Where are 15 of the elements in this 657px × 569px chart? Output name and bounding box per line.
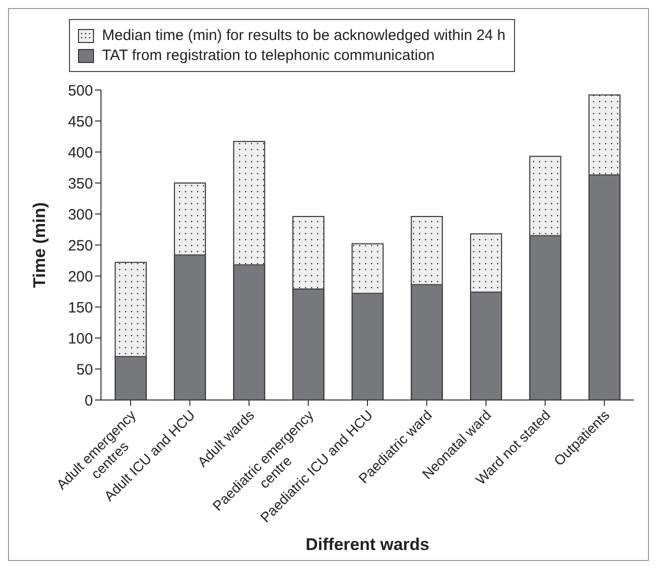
y-tick-label: 400	[68, 144, 93, 162]
y-axis-title: Time (min)	[30, 202, 50, 288]
y-tick-label: 0	[84, 392, 93, 410]
y-tick-label: 250	[68, 237, 93, 254]
x-axis-title: Different wards	[306, 535, 430, 554]
y-tick-label: 200	[68, 268, 93, 286]
y-tick-label: 100	[68, 330, 93, 348]
y-tick-label: 450	[68, 113, 93, 130]
legend-label: Median time (min) for results to be acknowledged within 24 h	[102, 27, 506, 44]
y-tick-label: 150	[68, 299, 93, 316]
y-tick-label: 300	[68, 206, 93, 224]
y-tick-label: 50	[76, 361, 93, 378]
y-tick-label: 500	[68, 82, 93, 100]
y-tick-label: 350	[68, 175, 93, 192]
legend-label: TAT from registration to telephonic communication	[102, 47, 435, 64]
